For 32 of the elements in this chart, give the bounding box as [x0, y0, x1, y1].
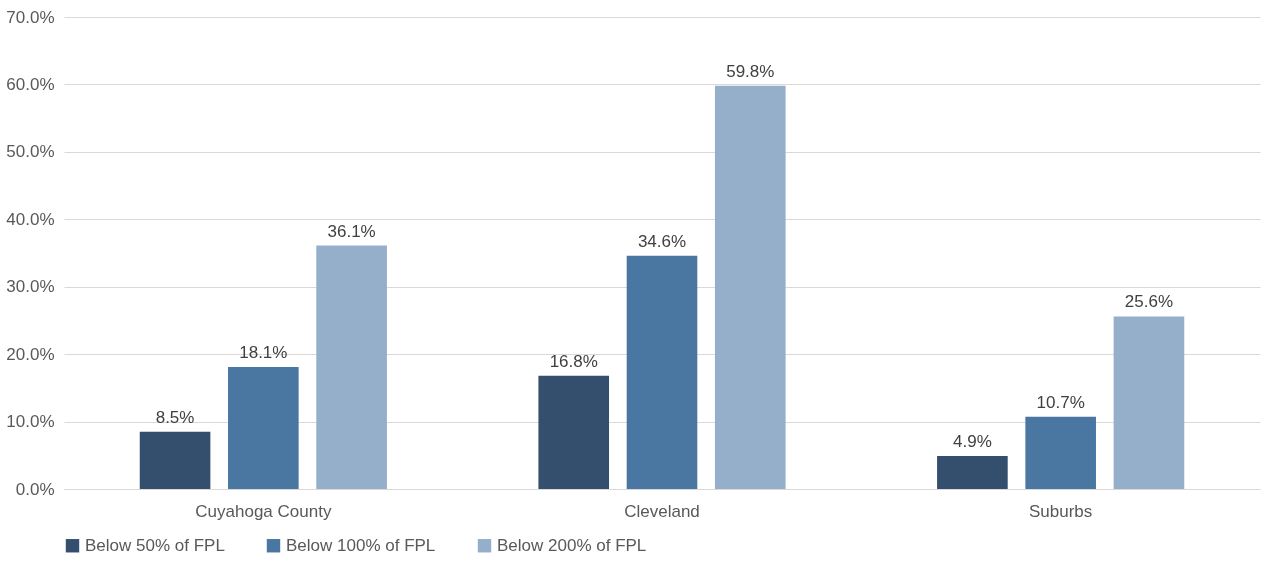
- y-tick-label: 20.0%: [6, 344, 55, 364]
- data-label: 25.6%: [1124, 292, 1174, 312]
- data-label: 10.7%: [1036, 392, 1085, 412]
- data-label: 34.6%: [637, 231, 687, 251]
- y-tick-label: 60.0%: [6, 74, 55, 94]
- bar: [1025, 416, 1096, 489]
- bar: [714, 85, 786, 489]
- bar: [538, 375, 610, 489]
- legend-label: Below 100% of FPL: [286, 535, 436, 555]
- x-tick-label: Cleveland: [624, 501, 700, 521]
- legend-label: Below 50% of FPL: [85, 535, 225, 555]
- y-tick-label: 70.0%: [6, 7, 55, 27]
- y-tick-label: 0.0%: [15, 479, 55, 499]
- y-tick-label: 40.0%: [6, 209, 55, 229]
- data-label: 8.5%: [155, 407, 195, 427]
- bar: [316, 245, 387, 489]
- bar: [626, 255, 698, 489]
- bar: [937, 455, 1008, 489]
- data-label: 16.8%: [549, 351, 598, 371]
- legend-label: Below 200% of FPL: [497, 535, 647, 555]
- bar: [1113, 316, 1185, 489]
- data-label: 36.1%: [327, 221, 376, 241]
- y-tick-label: 10.0%: [6, 412, 55, 432]
- x-tick-label: Cuyahoga County: [195, 501, 332, 521]
- y-tick-label: 50.0%: [6, 142, 55, 162]
- data-label: 18.1%: [239, 342, 288, 362]
- y-tick-label: 30.0%: [6, 277, 55, 297]
- bar: [228, 366, 299, 489]
- data-label: 59.8%: [726, 61, 775, 81]
- x-tick-label: Suburbs: [1029, 501, 1093, 521]
- data-label: 4.9%: [953, 431, 992, 451]
- bar: [139, 431, 211, 489]
